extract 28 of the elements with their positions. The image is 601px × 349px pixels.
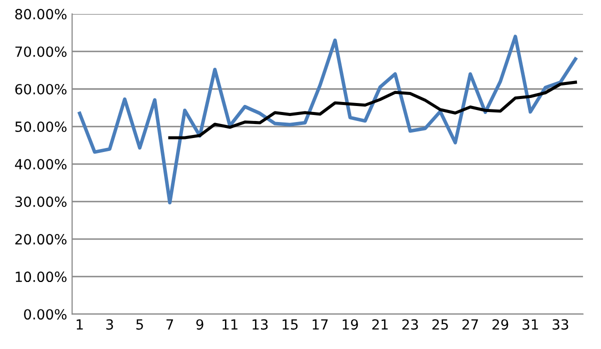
line-series: [168, 80, 577, 140]
x-tick-label: 5: [136, 319, 143, 330]
x-tick-label: 21: [372, 319, 388, 330]
x-tick-label: 17: [312, 319, 328, 330]
x-tick-label: 27: [462, 319, 478, 330]
x-tick-label: 11: [222, 319, 238, 330]
y-tick-label: 80.00%: [15, 8, 66, 20]
x-tick-label: 9: [196, 319, 204, 330]
x-tick-label: 29: [492, 319, 508, 330]
x-tick-label: 33: [552, 319, 568, 330]
y-tick-label: 60.00%: [15, 84, 66, 94]
line-series: [78, 34, 578, 204]
y-tick-label: 40.00%: [14, 159, 66, 170]
x-tick-label: 13: [252, 319, 268, 330]
x-tick-label: 31: [522, 319, 538, 330]
y-tick-label: 10.00%: [16, 272, 66, 282]
x-tick-label: 23: [402, 319, 418, 330]
x-tick-label: 25: [432, 319, 448, 330]
x-tick-label: 1: [76, 319, 83, 330]
y-tick-label: 30.00%: [15, 196, 66, 208]
x-tick-label: 7: [166, 319, 174, 330]
x-tick-label: 15: [282, 319, 298, 330]
y-tick-label: 70.00%: [15, 46, 66, 57]
y-tick-label: 50.00%: [15, 121, 66, 132]
y-tick-label: 0.00%: [24, 309, 66, 320]
y-tick-label: 20.00%: [15, 234, 66, 245]
x-tick-label: 3: [106, 319, 113, 330]
x-tick-label: 19: [342, 319, 358, 330]
